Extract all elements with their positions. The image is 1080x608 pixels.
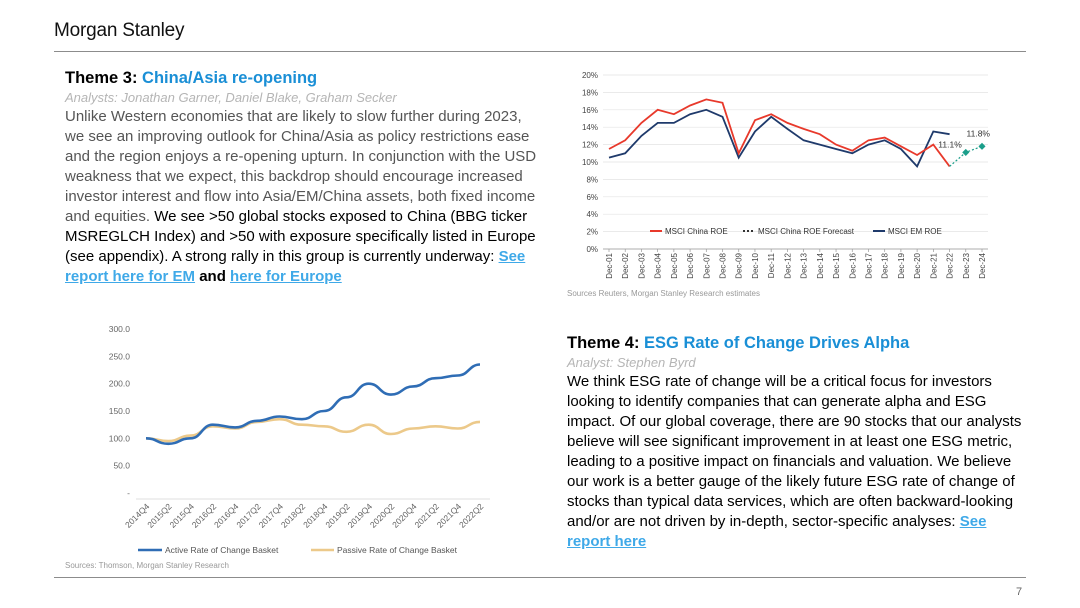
morgan-stanley-logo: Morgan Stanley — [54, 20, 185, 41]
roe-x-tick: Dec-05 — [670, 252, 679, 278]
roe-x-tick: Dec-06 — [686, 252, 695, 278]
roe-x-tick: Dec-09 — [735, 252, 744, 278]
header-divider — [54, 51, 1026, 52]
roe-x-tick: Dec-08 — [719, 252, 728, 278]
theme4-body: We think ESG rate of change will be a cr… — [567, 372, 1032, 552]
theme3-title-accent: China/Asia re-opening — [142, 69, 318, 87]
roe-x-tick: Dec-11 — [767, 252, 776, 278]
roe-y-tick: 4% — [586, 210, 598, 219]
roe-x-tick: Dec-21 — [929, 252, 938, 278]
and-text: and — [199, 268, 226, 285]
here-for-europe-link[interactable]: here for Europe — [230, 268, 342, 285]
theme4-section: Theme 4: ESG Rate of Change Drives Alpha… — [567, 333, 1032, 552]
theme4-body-text: We think ESG rate of change will be a cr… — [567, 373, 1022, 530]
roe-x-tick: Dec-13 — [800, 252, 809, 278]
roe-y-tick: 10% — [582, 158, 598, 167]
roe-y-tick: 8% — [586, 175, 598, 184]
esg-x-tick: 2022Q2 — [457, 501, 486, 530]
roe-x-tick: Dec-18 — [881, 252, 890, 278]
theme3-section: Theme 3: China/Asia re-opening Analysts:… — [65, 68, 540, 287]
roe-chart-source: Sources Reuters, Morgan Stanley Research… — [567, 289, 760, 298]
roe-x-tick: Dec-04 — [654, 252, 663, 278]
roe-x-tick: Dec-17 — [864, 252, 873, 278]
legend-active-basket: Active Rate of Change Basket — [165, 545, 279, 555]
msci-china-roe-line — [608, 98, 951, 167]
roe-y-tick: 6% — [586, 193, 598, 202]
roe-x-tick: Dec-23 — [962, 252, 971, 278]
legend-msci-china-roe-forecast: MSCI China ROE Forecast — [758, 227, 855, 236]
roe-y-tick: 12% — [582, 141, 598, 150]
roe-x-tick: Dec-03 — [637, 252, 646, 278]
theme3-title-prefix: Theme 3: — [65, 69, 138, 87]
theme4-title-prefix: Theme 4: — [567, 334, 640, 352]
theme4-title: Theme 4: ESG Rate of Change Drives Alpha — [567, 333, 1032, 353]
page-number: 7 — [1016, 586, 1023, 598]
see-report-em-link[interactable]: See report here for EM — [65, 248, 526, 285]
esg-y-tick: - — [127, 488, 130, 498]
esg-chart-source: Sources: Thomson, Morgan Stanley Researc… — [65, 561, 229, 570]
roe-y-tick: 16% — [582, 106, 598, 115]
see-report-here-link[interactable]: See report here — [567, 513, 987, 550]
theme3-body: Unlike Western economies that are likely… — [65, 107, 540, 287]
theme4-title-accent: ESG Rate of Change Drives Alpha — [644, 334, 910, 352]
theme3-body-intro: Unlike Western economies that are likely… — [65, 108, 537, 225]
roe-y-tick: 14% — [582, 123, 598, 132]
footer-divider — [54, 577, 1026, 578]
forecast-label-2023: 11.1% — [938, 139, 962, 149]
esg-y-tick: 300.0 — [109, 324, 131, 334]
roe-x-tick: Dec-19 — [897, 252, 906, 278]
esg-y-tick: 100.0 — [109, 433, 131, 443]
roe-x-tick: Dec-12 — [783, 252, 792, 278]
roe-x-tick: Dec-16 — [848, 252, 857, 278]
roe-y-tick: 20% — [582, 71, 598, 80]
esg-y-tick: 250.0 — [109, 351, 131, 361]
roe-x-tick: Dec-22 — [946, 252, 955, 278]
china-roe-chart: 0% 2% 4% 6% 8% 10% 12% 14% 16% 18% 20% Dec-01 Dec-02… — [582, 71, 991, 279]
roe-y-tick: 0% — [586, 245, 598, 254]
legend-msci-em-roe: MSCI EM ROE — [888, 227, 942, 236]
roe-x-tick: Dec-14 — [816, 252, 825, 278]
esg-y-tick: 200.0 — [109, 379, 131, 389]
theme3-analysts: Analysts: Jonathan Garner, Daniel Blake,… — [65, 90, 397, 105]
roe-x-tick: Dec-24 — [978, 252, 987, 278]
roe-x-tick: Dec-02 — [621, 252, 630, 278]
legend-msci-china-roe: MSCI China ROE — [665, 227, 728, 236]
esg-basket-chart: -50.0100.0150.0200.0250.0300.02014Q42015… — [109, 324, 490, 555]
roe-y-tick: 18% — [582, 88, 598, 97]
active-basket-line — [145, 363, 481, 446]
roe-x-tick: Dec-07 — [702, 252, 711, 278]
theme3-body-stocks: We see >50 global stocks exposed to Chin… — [65, 208, 536, 265]
roe-x-tick: Dec-01 — [605, 252, 614, 278]
roe-y-tick: 2% — [586, 228, 598, 237]
legend-passive-basket: Passive Rate of Change Basket — [337, 545, 458, 555]
forecast-label-2024: 11.8% — [967, 128, 991, 138]
esg-y-tick: 150.0 — [109, 406, 131, 416]
esg-y-tick: 50.0 — [113, 461, 130, 471]
theme3-title: Theme 3: China/Asia re-opening — [65, 68, 540, 88]
roe-x-tick: Dec-20 — [913, 252, 922, 278]
forecast-marker — [978, 142, 986, 150]
msci-em-roe-line — [608, 108, 950, 168]
theme4-analyst: Analyst: Stephen Byrd — [567, 355, 696, 370]
roe-x-tick: Dec-15 — [832, 252, 841, 278]
roe-x-tick: Dec-10 — [751, 252, 760, 278]
